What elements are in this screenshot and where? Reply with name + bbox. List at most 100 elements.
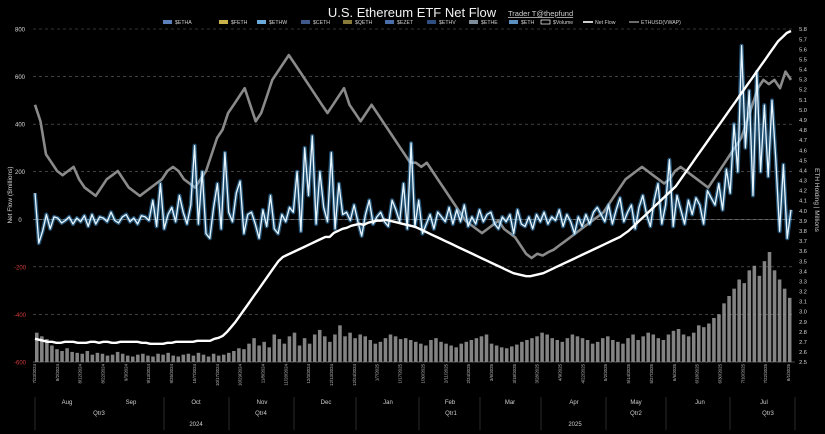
volume-bar [363, 336, 368, 362]
volume-bar [510, 346, 514, 362]
volume-bar [282, 343, 287, 362]
net-flow-line [34, 45, 792, 244]
month-label: Oct [191, 400, 201, 406]
volume-bar [277, 339, 282, 362]
volume-bar [545, 334, 549, 362]
volume-bar [237, 348, 241, 362]
volume-bar [666, 334, 671, 362]
volume-bar [65, 348, 69, 362]
right-tick-label: 3.3 [799, 279, 807, 285]
volume-bar [575, 336, 580, 362]
quarter-label: Qtr1 [445, 411, 457, 417]
volume-bars [35, 252, 792, 362]
volume-bar [156, 353, 160, 362]
volume-bar [419, 343, 423, 362]
volume-bar [474, 338, 479, 362]
volume-bar [469, 340, 474, 362]
volume-bar [201, 354, 206, 362]
left-tick-label: -200 [14, 265, 27, 271]
month-label: Feb [445, 400, 456, 406]
volume-bar [737, 279, 741, 362]
right-tick-label: 2.6 [799, 350, 807, 356]
volume-bar [227, 352, 231, 362]
date-tick-label: 1/30/2025 [420, 363, 425, 383]
legend-label: $ETHW [269, 20, 287, 26]
right-tick-label: 5.6 [799, 47, 807, 53]
date-tick-label: 9/13/2024 [146, 363, 151, 383]
volume-bar [646, 332, 650, 362]
right-tick-label: 4.3 [799, 179, 807, 185]
right-axis-ticks: 5.8 5.7 5.6 5.5 5.4 5.3 5.2 5.1 5.0 4.9 4.8 4.7 4.6 4… [799, 27, 807, 366]
month-label: Nov [257, 400, 268, 406]
right-tick-label: 3.7 [799, 239, 807, 245]
volume-bar [707, 323, 711, 362]
volume-bar [216, 355, 221, 362]
legend-swatch [469, 20, 478, 24]
volume-bar [535, 336, 539, 362]
volume-bar [403, 338, 408, 362]
volume-bar [373, 343, 378, 362]
volume-bar [499, 347, 504, 362]
volume-bar [732, 288, 736, 362]
right-tick-label: 2.7 [799, 340, 807, 346]
date-tick-label: 11/8/2024 [261, 363, 266, 383]
volume-bar [45, 339, 49, 362]
volume-bar [115, 351, 120, 362]
volume-bar [50, 345, 54, 362]
volume-bar [762, 261, 767, 362]
legend-label: $Volume [553, 20, 573, 26]
legend-swatch [163, 20, 172, 24]
date-tick-label: 1/17/2025 [398, 363, 403, 383]
volume-bar [494, 345, 499, 362]
right-tick-label: 3.8 [799, 229, 807, 235]
x-axis: 7/23/2024 8/2/2024 8/12/2024 8/22/2024 9/3/2… [32, 361, 796, 430]
legend-swatch [509, 20, 518, 24]
month-label: Aug [62, 400, 73, 406]
left-tick-label: 600 [15, 75, 26, 81]
right-tick-label: 3.1 [799, 300, 807, 306]
volume-bar [712, 318, 716, 362]
date-tick-label: 12/24/2024 [352, 363, 357, 386]
date-tick-label: 7/23/2024 [32, 363, 37, 383]
month-label: Jun [695, 400, 705, 406]
volume-bar [120, 353, 125, 362]
volume-bar [444, 343, 448, 362]
right-tick-label: 4.5 [799, 158, 807, 164]
right-tick-label: 4.8 [799, 128, 807, 134]
volume-bar [70, 351, 74, 362]
volume-bar [206, 356, 211, 362]
left-tick-label: -400 [14, 313, 27, 319]
date-tick-label: 8/2/2024 [55, 363, 60, 381]
date-tick-label: 2/11/2025 [443, 363, 448, 383]
volume-bar [595, 341, 600, 362]
volume-bar [292, 332, 297, 362]
volume-bar [110, 354, 115, 362]
right-tick-label: 3.2 [799, 290, 807, 296]
legend-label: $ETHE [481, 20, 498, 26]
right-tick-label: 3.4 [799, 269, 807, 275]
volume-bar [626, 338, 630, 362]
volume-bar [55, 349, 59, 362]
legend-swatch [427, 20, 436, 24]
volume-bar [80, 353, 85, 362]
volume-bar [661, 340, 666, 362]
volume-bar [35, 332, 39, 362]
date-tick-label: 3/28/2025 [535, 363, 540, 383]
volume-bar [429, 340, 433, 362]
legend-label: Net Flow [595, 20, 616, 26]
date-tick-label: 10/17/2024 [215, 363, 220, 386]
month-label: Dec [321, 400, 332, 406]
volume-bar [358, 334, 362, 362]
volume-bar [338, 325, 342, 362]
volume-bar [585, 340, 590, 362]
quarter-label: Qtr3 [93, 411, 105, 417]
volume-bar [378, 341, 383, 362]
date-tick-label: 11/20/2024 [283, 363, 288, 385]
right-tick-label: 4.7 [799, 138, 807, 144]
right-tick-label: 5.0 [799, 108, 807, 114]
volume-bar [176, 356, 181, 362]
legend-label: $EZET [397, 20, 414, 26]
right-tick-label: 5.1 [799, 98, 807, 104]
volume-bar [540, 332, 544, 362]
right-tick-label: 3.5 [799, 259, 807, 265]
